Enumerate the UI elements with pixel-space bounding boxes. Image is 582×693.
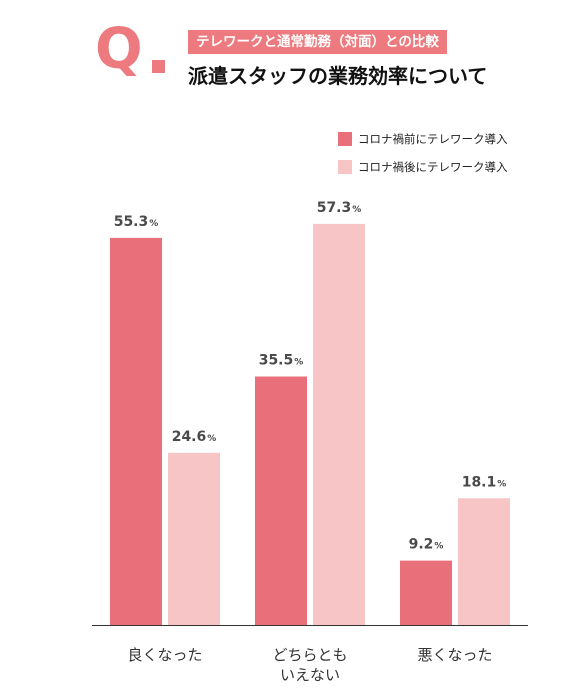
- bar-after-2: [458, 498, 510, 625]
- legend-swatch-after: [338, 160, 352, 174]
- data-label-after-2: 18.1%: [462, 474, 507, 490]
- bar-before-2: [400, 560, 452, 625]
- data-label-before-2: 9.2%: [409, 537, 444, 553]
- legend: コロナ禍前にテレワーク導入 コロナ禍後にテレワーク導入: [338, 125, 508, 181]
- category-label-1: どちらともいえない: [272, 646, 347, 684]
- data-label-before-0: 55.3%: [114, 214, 159, 230]
- chart-title: 派遣スタッフの業務効率について: [188, 64, 488, 88]
- category-label-2: 悪くなった: [417, 646, 492, 664]
- data-label-after-0: 24.6%: [172, 429, 217, 445]
- q-mark-dot: [152, 60, 165, 73]
- legend-item-before: コロナ禍前にテレワーク導入: [338, 125, 508, 153]
- bar-after-0: [168, 452, 220, 625]
- legend-item-after: コロナ禍後にテレワーク導入: [338, 153, 508, 181]
- data-label-after-1: 57.3%: [317, 200, 362, 216]
- data-label-before-1: 35.5%: [259, 353, 304, 369]
- legend-label-after: コロナ禍後にテレワーク導入: [358, 160, 508, 174]
- bar-before-0: [110, 237, 162, 625]
- legend-label-before: コロナ禍前にテレワーク導入: [358, 132, 508, 146]
- legend-swatch-before: [338, 132, 352, 146]
- bar-before-1: [255, 376, 307, 625]
- chart-subtitle: テレワークと通常勤務（対面）との比較: [188, 30, 447, 54]
- q-mark: Q: [95, 17, 143, 82]
- category-label-0: 良くなった: [127, 646, 202, 664]
- bar-after-1: [313, 223, 365, 625]
